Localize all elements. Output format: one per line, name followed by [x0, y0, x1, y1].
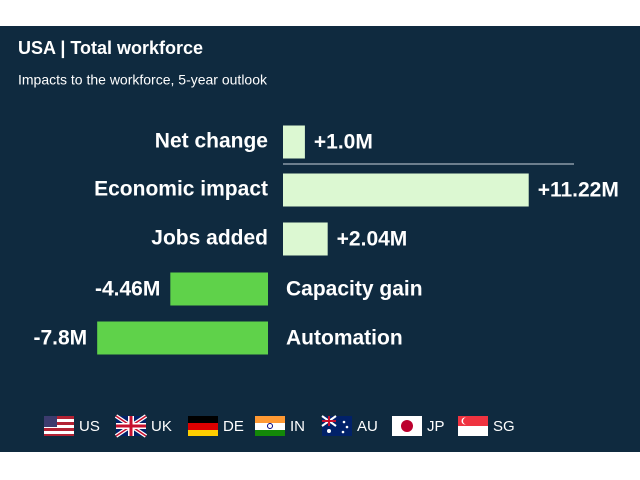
- bar: [97, 321, 269, 355]
- bar: [283, 173, 529, 207]
- value-label: +2.04M: [337, 228, 408, 251]
- value-label: +1.0M: [314, 131, 373, 154]
- flag-uk: [114, 414, 148, 438]
- value-label: -4.46M: [95, 278, 160, 301]
- flag-in: [255, 416, 285, 436]
- legend-label: AU: [357, 418, 378, 435]
- flag-sg: [458, 416, 488, 436]
- value-label: -7.8M: [33, 327, 87, 350]
- value-label: +11.22M: [538, 179, 619, 202]
- category-label: Automation: [286, 327, 403, 350]
- flag-au: [321, 415, 352, 436]
- legend-label: SG: [493, 418, 515, 435]
- flag-us: [44, 416, 74, 436]
- category-label: Capacity gain: [286, 278, 423, 301]
- bar: [283, 125, 305, 159]
- legend-label: DE: [223, 418, 244, 435]
- legend-label: JP: [427, 418, 445, 435]
- bar: [170, 272, 268, 306]
- flag-jp: [392, 416, 422, 436]
- legend-label: IN: [290, 418, 305, 435]
- flag-de: [188, 416, 218, 436]
- chart-subtitle: Impacts to the workforce, 5-year outlook: [18, 72, 268, 88]
- bar: [283, 222, 328, 256]
- chart-title: USA | Total workforce: [18, 38, 203, 58]
- legend-label: US: [79, 418, 100, 435]
- legend-label: UK: [151, 418, 172, 435]
- category-label: Net change: [155, 130, 268, 153]
- category-label: Economic impact: [94, 178, 268, 201]
- legend: [44, 414, 488, 438]
- category-label: Jobs added: [151, 227, 268, 250]
